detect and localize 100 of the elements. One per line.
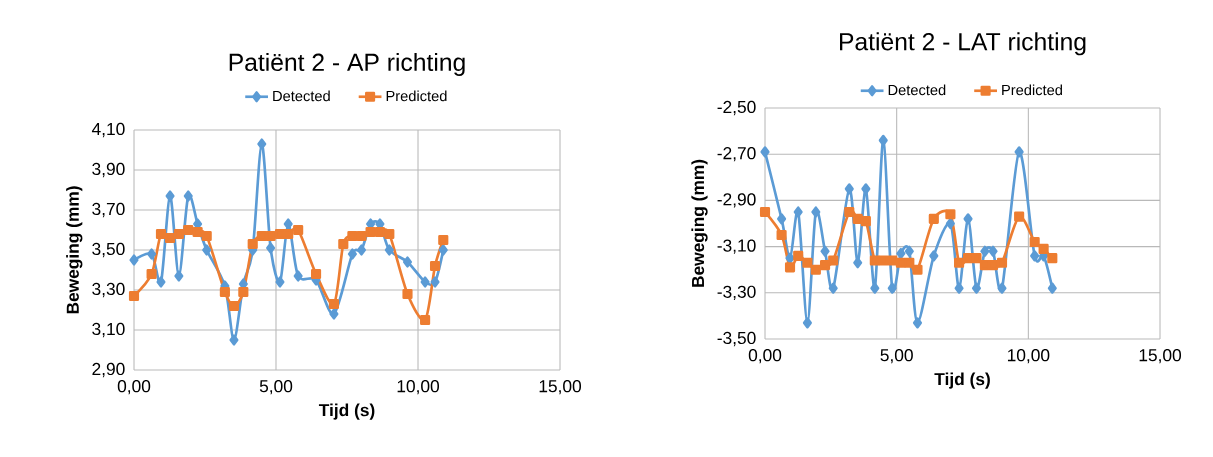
point <box>128 290 140 302</box>
point <box>384 228 395 240</box>
point <box>869 255 880 266</box>
point <box>365 226 376 238</box>
y-tick-label: -3,50 <box>717 331 756 347</box>
y-tick-label: -3,10 <box>717 239 756 254</box>
point <box>811 206 821 218</box>
point <box>870 282 880 294</box>
y-tick-label: 3,70 <box>92 202 125 218</box>
point <box>438 234 449 246</box>
point <box>256 230 267 242</box>
point <box>1014 211 1025 222</box>
y-tick-label: 3,10 <box>92 322 125 338</box>
point <box>275 276 285 288</box>
point <box>257 138 267 150</box>
point <box>265 230 276 242</box>
point <box>828 255 839 266</box>
point <box>420 276 430 288</box>
point <box>1014 146 1024 158</box>
point <box>878 134 888 146</box>
point <box>980 245 990 257</box>
point <box>996 257 1008 268</box>
chart-title: Patiënt 2 - LAT richting <box>840 32 1086 56</box>
point <box>988 245 998 257</box>
point <box>802 317 812 329</box>
point <box>266 242 276 254</box>
point <box>356 230 367 242</box>
point <box>283 228 294 240</box>
x-tick-label: 15,00 <box>539 380 582 395</box>
point <box>878 255 889 266</box>
point <box>1029 236 1040 248</box>
y-axis-title: Beweging (mm) <box>691 159 708 287</box>
point <box>810 264 821 275</box>
point <box>904 257 915 268</box>
point <box>338 238 349 250</box>
point <box>238 286 249 298</box>
point <box>202 244 212 256</box>
point <box>819 260 831 271</box>
point <box>201 230 212 242</box>
chart-title: Patiënt 2 - AP richting <box>229 52 465 76</box>
point <box>293 224 304 236</box>
point <box>904 245 914 257</box>
point <box>1047 253 1058 264</box>
y-tick-label: 4,10 <box>91 122 125 138</box>
point <box>887 255 898 266</box>
point <box>173 228 184 240</box>
point <box>402 256 413 268</box>
point <box>1047 282 1057 294</box>
y-tick-label: 3,50 <box>92 242 125 258</box>
point <box>156 276 166 288</box>
point <box>384 244 394 256</box>
y-axis-title: Beweging (mm) <box>66 186 83 314</box>
y-tick-label: -3,30 <box>717 285 756 300</box>
point <box>1030 250 1040 262</box>
point <box>793 250 804 261</box>
point <box>329 308 339 320</box>
y-tick-label: -2,90 <box>717 193 756 208</box>
point <box>945 209 956 220</box>
x-tick-label: 0,00 <box>117 380 151 395</box>
point <box>283 218 293 230</box>
y-tick-label: -2,70 <box>717 147 756 162</box>
point <box>356 244 367 256</box>
point <box>954 282 964 294</box>
x-axis-title: Tijd (s) <box>318 403 375 420</box>
point <box>310 268 322 280</box>
y-tick-label: 3,90 <box>92 162 125 178</box>
point <box>760 146 770 158</box>
point <box>402 288 413 300</box>
point <box>1038 243 1049 254</box>
legend-label: Predicted <box>1002 84 1062 96</box>
x-tick-label: 5,00 <box>259 380 293 395</box>
x-tick-label: 5,00 <box>880 349 913 364</box>
point <box>192 226 203 238</box>
point <box>954 257 965 268</box>
point <box>219 286 230 298</box>
point <box>438 244 448 256</box>
point <box>929 250 939 262</box>
point <box>155 228 167 240</box>
point <box>844 206 855 218</box>
point <box>912 264 923 275</box>
point <box>328 298 340 310</box>
x-axis-title: Tijd (s) <box>934 372 990 389</box>
point <box>183 224 194 236</box>
point <box>784 262 796 273</box>
point <box>971 253 982 264</box>
point <box>429 260 441 272</box>
x-tick-label: 10,00 <box>397 380 440 395</box>
point <box>844 183 854 195</box>
point <box>820 245 830 257</box>
y-tick-label: -2,50 <box>717 100 756 116</box>
point <box>963 213 973 225</box>
point <box>802 257 813 268</box>
point <box>776 229 787 241</box>
point <box>229 334 239 346</box>
point <box>174 270 184 282</box>
legend-label: Predicted <box>386 90 447 102</box>
point <box>147 248 157 260</box>
point <box>793 206 803 218</box>
x-tick-label: 15,00 <box>1139 349 1182 364</box>
point <box>165 232 176 244</box>
